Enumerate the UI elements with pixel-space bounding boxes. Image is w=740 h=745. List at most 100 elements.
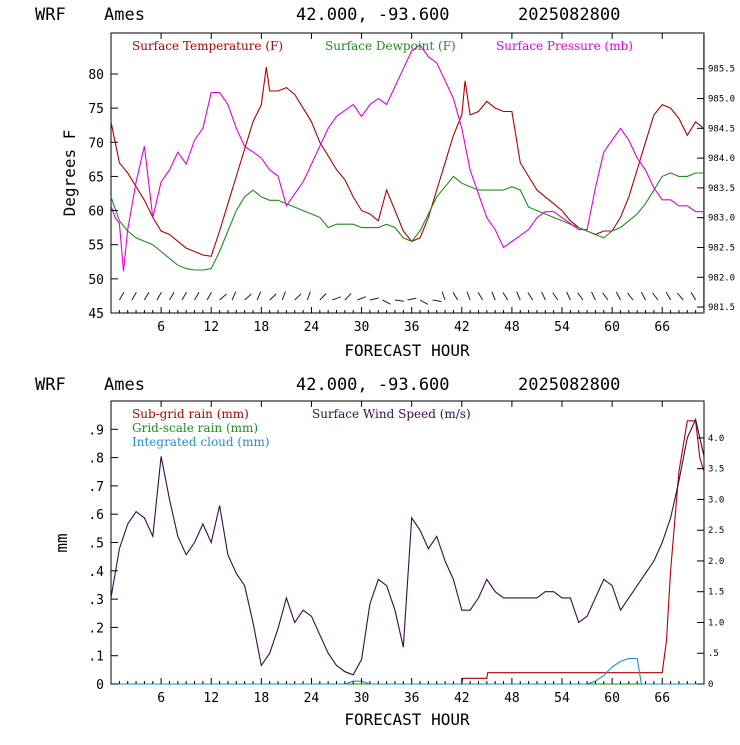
temp-ytick-label-80: 80 bbox=[88, 68, 104, 83]
temp-y2tick-label-983.0: 983.0 bbox=[708, 214, 735, 224]
wind-barb bbox=[615, 291, 621, 301]
rain-ytick-label-.5: .5 bbox=[88, 537, 104, 552]
wind-barb bbox=[281, 291, 286, 301]
temp-y2tick-label-985.0: 985.0 bbox=[708, 95, 735, 105]
temperature-panel: 6 12 18 24 30 36 42 48 54 60 66 45 50 55 60 65 70 75 80 981… bbox=[60, 32, 735, 360]
header-init: 2025082800 bbox=[518, 5, 620, 25]
temp-xtick-label-54: 54 bbox=[554, 320, 570, 335]
wind-barb bbox=[627, 292, 634, 301]
rain-xtick-label-18: 18 bbox=[254, 691, 270, 706]
wind-barb bbox=[143, 291, 150, 301]
legend-surface-pressure: Surface Pressure (mb) bbox=[496, 39, 633, 53]
temp-series-1 bbox=[110, 172, 704, 271]
wind-barb bbox=[577, 292, 584, 301]
temp-ytick-label-70: 70 bbox=[88, 136, 104, 151]
wind-barb bbox=[566, 291, 571, 301]
header-site: Ames bbox=[104, 5, 145, 25]
temp-xtick-label-12: 12 bbox=[203, 320, 219, 335]
wind-barb bbox=[466, 291, 471, 301]
wind-barb bbox=[541, 291, 546, 301]
wind-barb bbox=[640, 291, 646, 301]
wind-barb bbox=[394, 299, 404, 302]
rain-y2tick-label-2.0: 2.0 bbox=[708, 557, 724, 567]
wind-barb bbox=[369, 297, 379, 301]
wind-barb bbox=[344, 293, 352, 301]
temperature-series-layer bbox=[110, 44, 705, 272]
temp-xtick-label-66: 66 bbox=[654, 320, 670, 335]
temperature-ticks: 6 12 18 24 30 36 42 48 54 60 66 45 50 55 60 65 70 75 80 981… bbox=[88, 33, 735, 335]
wind-barb bbox=[269, 293, 277, 301]
wind-barb bbox=[169, 291, 175, 301]
wind-barb bbox=[194, 291, 200, 301]
temp-y2tick-label-982.5: 982.5 bbox=[708, 243, 735, 253]
wind-barb bbox=[491, 291, 496, 301]
wind-barb bbox=[306, 291, 311, 301]
wind-barb bbox=[516, 291, 521, 301]
temp-ytick-label-50: 50 bbox=[88, 273, 104, 288]
temp-y2tick-label-981.5: 981.5 bbox=[708, 303, 735, 313]
wind-barbs bbox=[118, 291, 697, 305]
rain-y2tick-label-.5: .5 bbox=[708, 649, 719, 659]
legend-surface-dewpoint: Surface Dewpoint (F) bbox=[325, 39, 456, 53]
wind-barb bbox=[332, 296, 341, 301]
wind-barb bbox=[319, 293, 327, 301]
temp-ytick-label-65: 65 bbox=[88, 170, 104, 185]
rain-xtick-label-66: 66 bbox=[654, 691, 670, 706]
rain-xtick-label-60: 60 bbox=[604, 691, 620, 706]
temp-ytick-label-60: 60 bbox=[88, 205, 104, 220]
rain-xtick-label-54: 54 bbox=[554, 691, 570, 706]
header-coords-2: 42.000, -93.600 bbox=[296, 375, 450, 395]
rain-panel: 6 12 18 24 30 36 42 48 54 60 66 0 .1 .2 .3 .4 .5 .6 .7 .8 .9… bbox=[52, 400, 724, 729]
wind-barb bbox=[382, 299, 391, 305]
rain-ytick-label-.1: .1 bbox=[88, 650, 104, 665]
rain-y2tick-label-4.0: 4.0 bbox=[708, 434, 724, 444]
rain-y2tick-label-2.5: 2.5 bbox=[708, 526, 724, 536]
rain-xtick-label-30: 30 bbox=[354, 691, 370, 706]
wind-barb bbox=[527, 292, 534, 301]
rain-xtick-label-42: 42 bbox=[454, 691, 470, 706]
wind-barb bbox=[452, 291, 459, 301]
rain-series-3 bbox=[110, 417, 705, 676]
legend-grid-rain: Grid-scale rain (mm) bbox=[132, 421, 258, 435]
temp-series-2 bbox=[110, 44, 704, 272]
wind-barb bbox=[131, 291, 137, 301]
wind-barb bbox=[156, 291, 162, 301]
wind-barb bbox=[244, 293, 252, 301]
temp-series-0 bbox=[110, 67, 705, 257]
wind-barb bbox=[441, 291, 446, 301]
wind-barb bbox=[552, 292, 559, 301]
legend-surface-temperature: Surface Temperature (F) bbox=[132, 39, 283, 53]
rain-ylabel: mm bbox=[52, 533, 71, 552]
header-site-2: Ames bbox=[104, 375, 145, 395]
temp-y2tick-label-983.5: 983.5 bbox=[708, 184, 735, 194]
rain-series-2 bbox=[111, 657, 704, 685]
header-coords: 42.000, -93.600 bbox=[296, 5, 450, 25]
rain-y2tick-label-1.5: 1.5 bbox=[708, 588, 724, 598]
wind-barb bbox=[294, 293, 302, 301]
temperature-plot-frame bbox=[110, 32, 705, 314]
temp-xtick-label-60: 60 bbox=[604, 320, 620, 335]
temp-xtick-label-36: 36 bbox=[404, 320, 420, 335]
temperature-ylabel: Degrees F bbox=[60, 130, 79, 217]
temp-y2tick-label-985.5: 985.5 bbox=[708, 65, 735, 75]
rain-xlabel: FORECAST HOUR bbox=[344, 710, 470, 729]
rain-ytick-label-.3: .3 bbox=[88, 593, 104, 608]
rain-y2tick-label-0: 0 bbox=[708, 680, 713, 690]
temp-y2tick-label-982.0: 982.0 bbox=[708, 273, 735, 283]
wind-barb bbox=[432, 299, 442, 302]
temp-ytick-label-45: 45 bbox=[88, 307, 104, 322]
rain-ytick-label-0: 0 bbox=[96, 678, 104, 693]
temp-y2tick-label-984.5: 984.5 bbox=[708, 124, 735, 134]
wind-barb bbox=[118, 291, 125, 301]
wind-barb bbox=[665, 291, 672, 301]
wind-barb bbox=[602, 292, 609, 301]
rain-ytick-label-.2: .2 bbox=[88, 621, 104, 636]
wind-barb bbox=[690, 291, 697, 301]
wind-barb bbox=[419, 299, 429, 305]
wind-barb bbox=[206, 291, 212, 301]
rain-xtick-label-24: 24 bbox=[304, 691, 320, 706]
wind-barb bbox=[256, 291, 262, 301]
wind-barb bbox=[181, 291, 187, 301]
rain-y2tick-label-3.0: 3.0 bbox=[708, 495, 724, 505]
